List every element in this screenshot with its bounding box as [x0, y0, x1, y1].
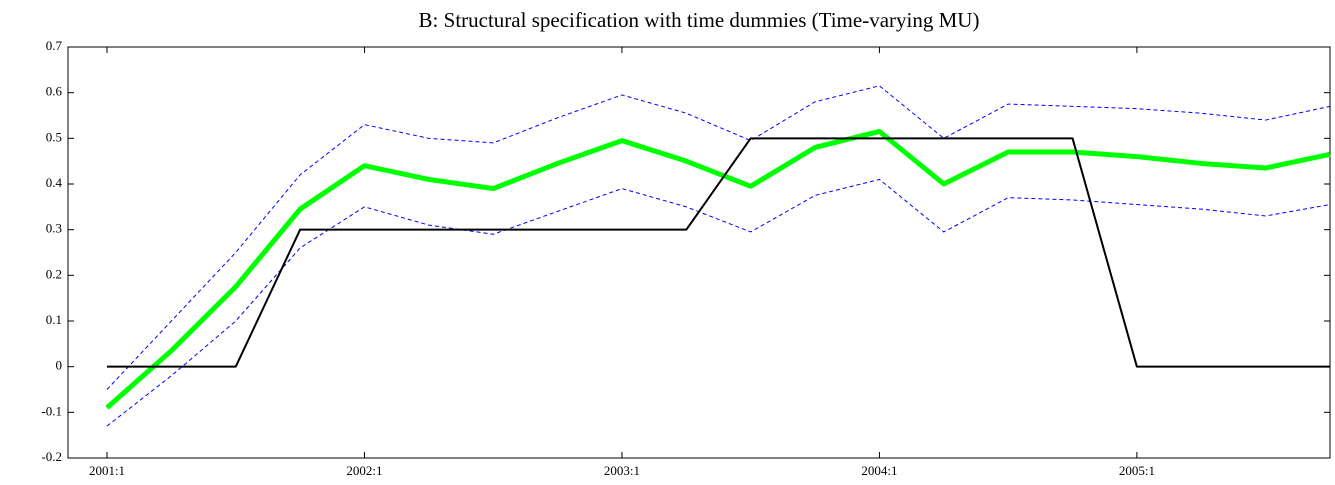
y-tick-label: 0.6: [46, 84, 63, 99]
x-tick-label: 2003:1: [604, 463, 640, 478]
y-tick-label: -0.2: [41, 449, 62, 464]
data-line: [107, 137, 1330, 368]
y-tick-label: 0.5: [46, 129, 62, 144]
chart-title: B: Structural specification with time du…: [419, 8, 980, 32]
data-line: [106, 178, 1331, 427]
x-tick-label: 2005:1: [1119, 463, 1155, 478]
y-tick-label: 0.1: [46, 312, 62, 327]
x-tick-label: 2004:1: [861, 463, 897, 478]
y-tick-label: 0.2: [46, 266, 62, 281]
y-tick-label: -0.1: [41, 403, 62, 418]
plot-frame: [67, 46, 1331, 459]
y-tick-label: 0.4: [46, 175, 63, 190]
y-tick-label: 0.3: [46, 221, 62, 236]
data-line: [106, 85, 1331, 390]
x-tick-label: 2001:1: [89, 463, 125, 478]
x-tick-label: 2002:1: [346, 463, 382, 478]
y-tick-label: 0: [56, 358, 63, 373]
data-line: [105, 128, 1331, 410]
y-tick-label: 0.7: [46, 38, 63, 53]
